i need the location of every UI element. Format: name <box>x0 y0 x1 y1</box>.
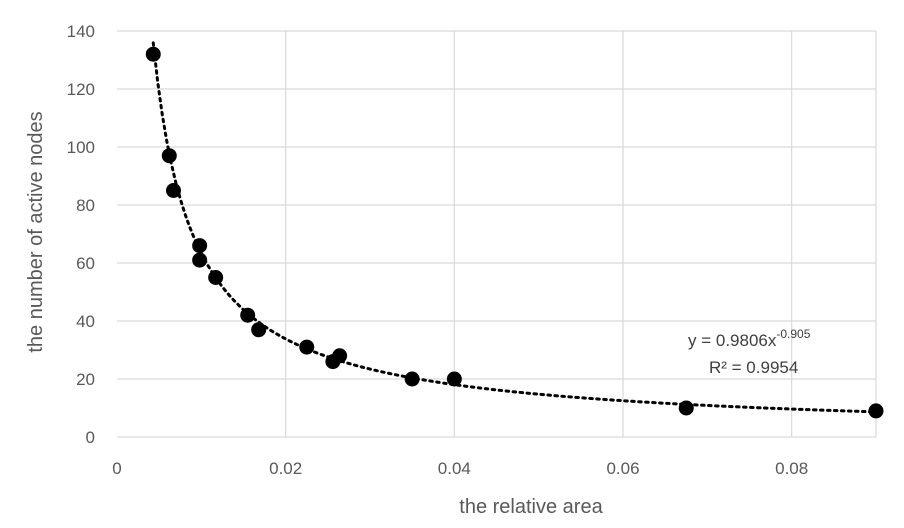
y-tick-label: 40 <box>76 312 95 331</box>
data-point <box>446 371 462 387</box>
equation-exponent: -0.905 <box>776 327 810 341</box>
data-point <box>192 252 208 268</box>
data-point <box>678 400 694 416</box>
data-point <box>240 307 256 323</box>
data-point <box>145 46 161 62</box>
data-point <box>166 183 182 198</box>
data-point <box>868 403 884 419</box>
trendline-group <box>151 41 878 414</box>
y-tick-label: 80 <box>76 196 95 215</box>
r-squared-label: R² = 0.9954 <box>709 358 798 377</box>
y-axis-title: the number of active nodes <box>25 111 47 352</box>
data-point <box>251 322 267 338</box>
data-point <box>161 148 177 164</box>
y-tick-label: 0 <box>86 428 95 447</box>
x-axis-title: the relative area <box>459 496 603 518</box>
y-tick-label: 100 <box>67 138 95 157</box>
x-tick-label: 0.02 <box>269 459 302 478</box>
tick-labels: 0 20 40 60 80 100 120 140 0 0.02 0.04 0.06 0.08 <box>67 22 809 478</box>
data-point <box>404 371 420 387</box>
x-tick-label: 0.06 <box>606 459 639 478</box>
x-tick-label: 0 <box>112 459 121 478</box>
y-tick-label: 120 <box>67 80 95 99</box>
data-point <box>208 270 224 285</box>
data-point <box>299 339 315 355</box>
x-tick-label: 0.04 <box>438 459 471 478</box>
power-trendline <box>151 41 878 414</box>
y-tick-label: 140 <box>67 22 95 41</box>
data-point <box>192 238 208 254</box>
y-tick-label: 20 <box>76 370 95 389</box>
data-points <box>145 46 884 419</box>
trendline-equation: y = 0.9806x-0.905 <box>688 327 811 350</box>
x-tick-label: 0.08 <box>775 459 808 478</box>
equation-base: y = 0.9806x <box>688 331 777 350</box>
data-point <box>332 348 348 364</box>
y-tick-label: 60 <box>76 254 95 273</box>
